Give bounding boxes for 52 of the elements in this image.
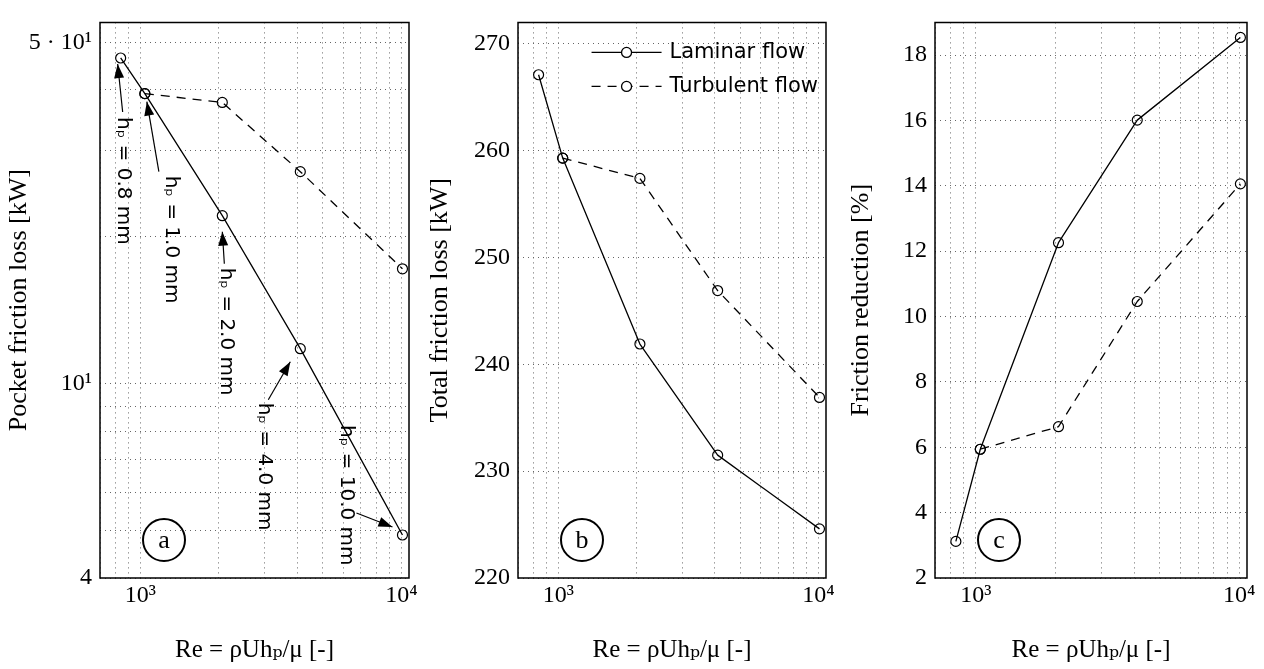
y-tick-label: 6 — [915, 432, 927, 459]
annotation: hₚ = 2.0 mm — [216, 267, 241, 396]
legend-label: Turbulent flow — [668, 72, 819, 97]
x-axis-title: Re = ρUhₚ/μ [-] — [592, 634, 752, 662]
x-tick-label: 10³ — [960, 580, 992, 607]
y-tick-label: 240 — [474, 349, 510, 376]
x-axis-title: Re = ρUhₚ/μ [-] — [175, 634, 334, 662]
point — [294, 166, 306, 178]
point — [1131, 114, 1143, 126]
annotation: hₚ = 0.8 mm — [113, 116, 138, 245]
y-tick-label: 10 — [903, 301, 927, 328]
point — [1052, 421, 1065, 433]
y-tick-label: 260 — [474, 135, 510, 162]
y-tick-label: 250 — [474, 242, 510, 269]
point — [712, 284, 724, 297]
annotation: c — [993, 524, 1005, 554]
annotation: b — [575, 524, 589, 554]
annotation: a — [158, 524, 171, 554]
x-axis-title: Re = ρUhₚ/μ [-] — [1011, 634, 1171, 662]
y-tick-label: 18 — [903, 40, 927, 67]
x-tick-label: 10⁴ — [1223, 580, 1256, 607]
annotation: hₚ = 10.0 mm — [336, 424, 361, 566]
y-tick-label: 4 — [915, 497, 927, 524]
y-axis-title: Total friction loss [kW] — [424, 178, 454, 423]
y-tick-label: 4 — [80, 563, 92, 590]
point — [634, 338, 646, 350]
y-tick-label: 220 — [474, 563, 510, 590]
annotation: hₚ = 4.0 mm — [254, 402, 279, 531]
y-tick-label: 270 — [474, 29, 510, 56]
y-tick-label: 230 — [474, 456, 510, 483]
y-tick-label: 2 — [915, 563, 927, 590]
y-tick-label: 14 — [903, 171, 927, 198]
point — [712, 449, 724, 461]
y-tick-label: 10¹ — [60, 369, 92, 396]
annotation: hₚ = 1.0 mm — [160, 175, 185, 304]
y-tick-label: 5 · 10¹ — [28, 27, 92, 54]
point — [1131, 295, 1143, 308]
point — [216, 210, 228, 222]
y-tick-label: 8 — [915, 367, 927, 394]
y-axis-title: Friction reduction [%] — [845, 183, 875, 417]
x-tick-label: 10³ — [542, 580, 574, 607]
legend-label: Laminar flow — [669, 38, 806, 63]
y-tick-label: 12 — [903, 236, 927, 263]
point — [634, 172, 646, 184]
x-tick-label: 10⁴ — [802, 580, 835, 607]
point — [1052, 237, 1065, 249]
point — [294, 343, 306, 355]
x-tick-label: 10⁴ — [385, 580, 418, 607]
x-tick-label: 10³ — [124, 580, 157, 607]
y-tick-label: 16 — [903, 105, 927, 132]
y-axis-title: Pocket friction loss [kW] — [3, 169, 33, 432]
point — [216, 96, 228, 109]
